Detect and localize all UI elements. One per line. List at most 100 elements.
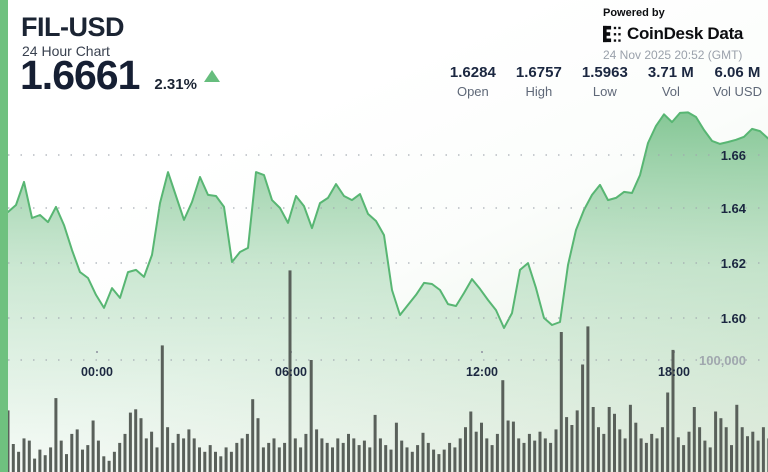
volume-bar (501, 380, 505, 472)
volume-bar (123, 433, 127, 472)
volume-bar (357, 445, 361, 472)
volume-bar (533, 440, 537, 472)
volume-bar (394, 422, 398, 472)
stat-low-label: Low (592, 84, 617, 99)
volume-bar (389, 449, 393, 472)
ohlc-stats-row: 1.6284 Open 1.6757 High 1.5963 Low 3.71 … (449, 64, 762, 99)
time-tick-dot (481, 351, 483, 353)
stat-high-value: 1.6757 (515, 64, 562, 81)
volume-bar (469, 411, 473, 472)
price-axis-label: 1.66 (721, 148, 746, 163)
time-axis-label: 18:00 (658, 365, 690, 379)
volume-bar (719, 418, 723, 472)
volume-bar (17, 451, 21, 472)
stat-open: 1.6284 Open (449, 64, 497, 99)
volume-bar (618, 429, 622, 472)
powered-by-block: Powered by CoinDesk Data 24 Nov 2025 20:… (603, 7, 763, 62)
volume-bar (405, 447, 409, 472)
volume-bar (565, 417, 569, 472)
volume-bar (480, 422, 483, 472)
volume-bar (410, 451, 414, 472)
volume-bar (416, 445, 420, 472)
volume-bar (107, 460, 111, 472)
volume-bar (182, 438, 186, 472)
volume-bar (245, 433, 249, 472)
volume-bar (91, 420, 95, 472)
volume-bar (698, 427, 702, 472)
up-triangle-icon (203, 69, 220, 82)
volume-bar (506, 420, 510, 472)
volume-bar (320, 438, 324, 472)
volume-bar (474, 431, 478, 472)
volume-bar (458, 438, 462, 472)
volume-bar (421, 432, 425, 472)
time-axis-label: 00:00 (81, 365, 113, 379)
volume-bar (331, 447, 334, 472)
volume-bar (65, 454, 68, 472)
stat-vol-label: Vol (661, 84, 680, 99)
coindesk-data-link[interactable]: CoinDesk Data (603, 24, 763, 44)
powered-by-label: Powered by (603, 7, 665, 19)
volume-bar (198, 447, 201, 472)
volume-bar (708, 447, 712, 472)
volume-bar (559, 332, 563, 472)
volume-bar (751, 431, 755, 472)
volume-bar (464, 427, 467, 472)
volume-bar (235, 442, 239, 472)
volume-bar (27, 440, 31, 472)
stat-open-value: 1.6284 (449, 64, 496, 81)
volume-bar (176, 433, 180, 472)
volume-bar (570, 425, 574, 472)
volume-bar (54, 398, 58, 472)
stat-vol-usd: 6.06 M Vol USD (713, 64, 762, 99)
volume-bar (735, 404, 739, 472)
volume-bar (628, 404, 632, 472)
volume-bar (144, 438, 148, 472)
volume-bar (613, 413, 616, 472)
volume-bar (687, 431, 691, 472)
volume-bar (746, 436, 749, 472)
price-axis-label: 1.60 (721, 311, 746, 326)
volume-bar (347, 433, 350, 472)
volume-bar (192, 438, 196, 472)
volume-bar (756, 440, 760, 472)
volume-bar (543, 438, 547, 472)
volume-bar (714, 411, 718, 472)
volume-bar (81, 449, 84, 472)
volume-bar (676, 437, 680, 472)
volume-bar (586, 326, 590, 472)
time-tick-dot (96, 351, 98, 353)
volume-bar (368, 447, 372, 472)
volume-bar (240, 438, 244, 472)
coindesk-brand-text: CoinDesk Data (627, 24, 744, 43)
volume-bar (203, 451, 207, 472)
stat-low: 1.5963 Low (581, 64, 629, 99)
volume-bar (96, 440, 100, 472)
volume-bar (639, 438, 643, 472)
volume-bar (134, 409, 138, 472)
volume-bar (485, 438, 489, 472)
volume-bar (267, 442, 271, 472)
volume-bar (208, 445, 212, 472)
volume-bar (362, 440, 366, 472)
volume-bar (166, 427, 170, 472)
volume-bar (43, 455, 47, 472)
volume-bar (660, 427, 664, 472)
volume-bar (602, 433, 606, 472)
volume-bar (33, 458, 37, 472)
stat-open-label: Open (456, 84, 489, 99)
volume-bar (22, 438, 26, 472)
price-axis-label: 1.64 (721, 201, 747, 216)
volume-bar (453, 447, 457, 472)
volume-bar (288, 270, 292, 472)
volume-bar (522, 442, 526, 472)
volume-bar (703, 440, 707, 472)
timestamp: 24 Nov 2025 20:52 (GMT) (603, 48, 743, 62)
volume-bar (511, 421, 515, 472)
change-percent: 2.31% (154, 76, 197, 93)
price-row: 1.6661 2.31% (20, 52, 220, 99)
time-axis-label: 06:00 (275, 365, 307, 379)
volume-bar (261, 447, 265, 472)
